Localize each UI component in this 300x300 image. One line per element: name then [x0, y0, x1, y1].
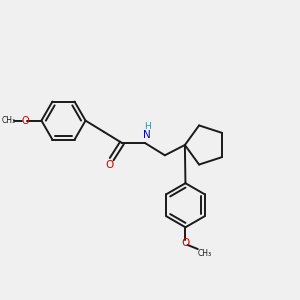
Text: O: O [21, 116, 29, 126]
Text: H: H [144, 122, 151, 131]
Text: O: O [181, 238, 190, 248]
Text: CH₃: CH₃ [197, 249, 211, 258]
Text: O: O [105, 160, 113, 170]
Text: CH₃: CH₃ [2, 116, 16, 125]
Text: N: N [143, 130, 151, 140]
